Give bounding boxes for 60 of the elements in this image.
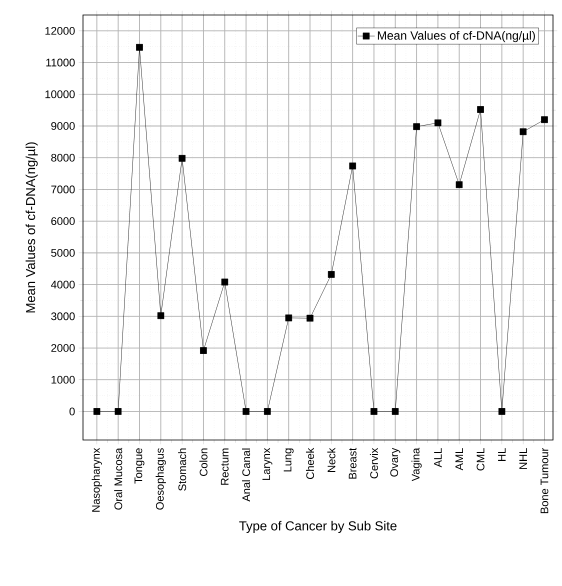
y-tick-label: 3000 bbox=[51, 312, 75, 320]
point bbox=[306, 314, 314, 322]
point bbox=[328, 271, 335, 278]
y-tick-label: 8000 bbox=[51, 154, 75, 162]
x-tick-label: Cervix bbox=[370, 448, 378, 478]
x-tick-label: Nasopharynx bbox=[92, 448, 102, 512]
point bbox=[477, 106, 484, 113]
y-tick-label: 1000 bbox=[52, 376, 75, 384]
point bbox=[114, 408, 122, 415]
point bbox=[285, 314, 292, 322]
x-tick-label: Ovary bbox=[390, 448, 400, 477]
y-tick-label: 12000 bbox=[45, 26, 75, 35]
y-axis-title: Mean Values of cf-DNA(ng/µl) bbox=[26, 142, 38, 312]
point bbox=[541, 116, 548, 124]
point bbox=[413, 123, 420, 130]
y-tick-label: 2000 bbox=[51, 344, 75, 352]
point bbox=[520, 128, 527, 136]
x-tick-label: AML bbox=[455, 448, 463, 470]
y-tick-label: 4000 bbox=[50, 280, 75, 288]
x-tick-label: Rectum bbox=[220, 448, 229, 485]
x-tick-label: NHL bbox=[519, 448, 527, 469]
x-tick-label: CML bbox=[476, 448, 484, 470]
x-tick-label: Larynx bbox=[262, 448, 272, 480]
x-tick-label: Anal Canal bbox=[242, 448, 250, 502]
point bbox=[434, 119, 442, 126]
x-tick-label: Vagina bbox=[411, 448, 422, 482]
y-tick-label: 7000 bbox=[51, 186, 75, 194]
x-tick-label: Cheek bbox=[306, 448, 314, 480]
point bbox=[136, 44, 143, 51]
point bbox=[93, 408, 100, 415]
x-tick-label: Lung bbox=[284, 448, 294, 472]
point bbox=[221, 278, 228, 286]
x-tick-label: Oesophagus bbox=[156, 448, 166, 510]
x-tick-label: ALL bbox=[434, 448, 442, 468]
point bbox=[370, 408, 378, 415]
x-tick-label: Colon bbox=[199, 448, 208, 476]
y-tick-label: 6000 bbox=[51, 217, 75, 226]
x-tick-label: Breast bbox=[348, 448, 356, 479]
x-tick-label: Neck bbox=[327, 448, 336, 472]
point bbox=[498, 408, 506, 415]
y-tick-label: 11000 bbox=[46, 58, 75, 66]
x-tick-label: HL bbox=[498, 448, 506, 461]
y-tick-label: 10000 bbox=[45, 90, 75, 98]
point bbox=[392, 408, 399, 415]
point bbox=[178, 154, 186, 162]
point bbox=[157, 312, 164, 320]
point bbox=[349, 162, 356, 170]
x-tick-label: Tongue bbox=[134, 448, 144, 484]
y-tick-label: 0 bbox=[70, 408, 75, 416]
point bbox=[242, 408, 250, 415]
y-tick-label: 9000 bbox=[51, 122, 75, 130]
x-tick-label: Oral Mucosa bbox=[114, 448, 122, 510]
y-tick-label: 5000 bbox=[51, 248, 75, 257]
x-axis-title: Type of Cancer by Sub Site bbox=[239, 520, 397, 534]
legend-label: Mean Values of cf-DNA(ng/µl) bbox=[378, 30, 535, 42]
point bbox=[200, 347, 207, 354]
x-tick-label: Bone Tumour bbox=[540, 448, 548, 514]
x-tick-label: Stomach bbox=[178, 448, 186, 491]
point bbox=[264, 408, 271, 415]
point bbox=[456, 181, 463, 188]
